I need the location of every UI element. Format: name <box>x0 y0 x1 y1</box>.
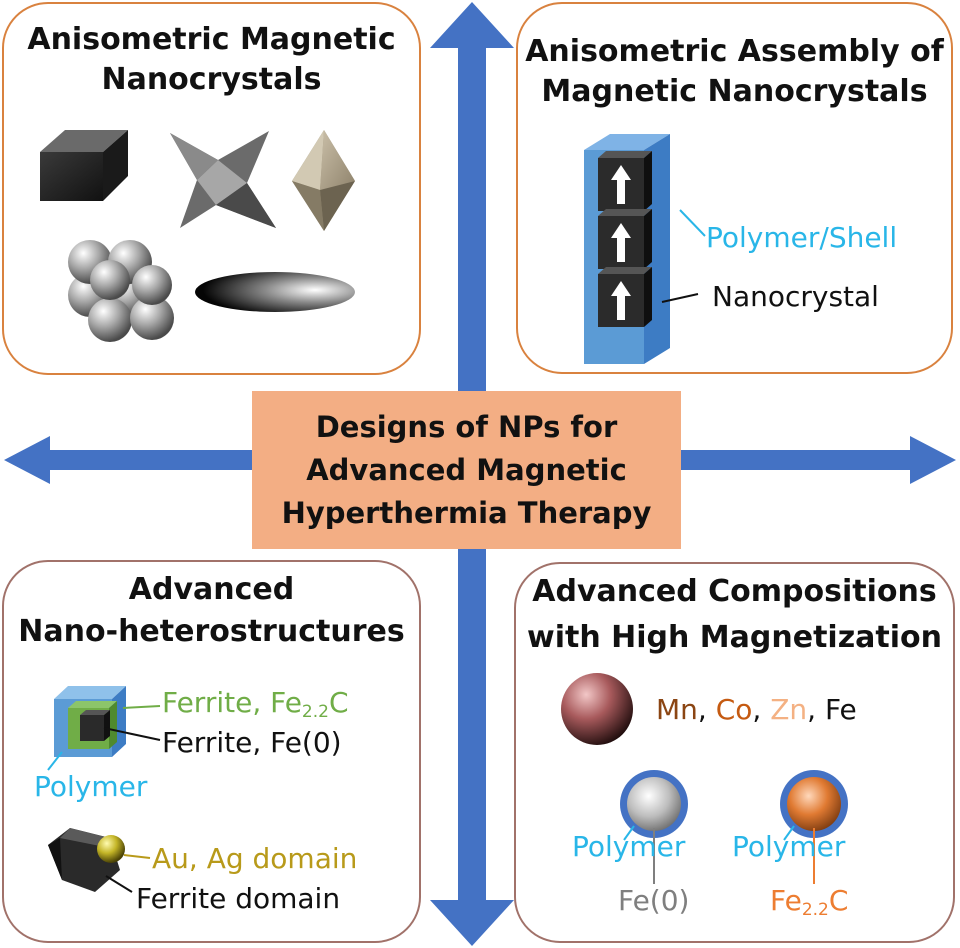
fe-label: , Fe <box>807 693 857 726</box>
magnetization-arrows <box>611 165 631 320</box>
fec-core-label: Fe2.2C <box>770 884 849 920</box>
panel-title-line1: Advanced Compositions <box>532 574 937 609</box>
polymer-right-label: Polymer <box>732 830 846 863</box>
panel-title-line1: Anisometric Magnetic <box>27 22 396 57</box>
polymer-label: Polymer <box>34 770 148 803</box>
cube-stack <box>584 134 706 364</box>
octahedron-shape <box>292 130 355 231</box>
core-shell-cube <box>47 686 161 771</box>
zn-label: Zn <box>770 693 808 726</box>
au-ag-domain-label: Au, Ag domain <box>152 842 358 875</box>
star-shape <box>170 131 276 228</box>
fe-core-shell-sphere <box>620 770 688 884</box>
center-title-line2: Advanced Magnetic <box>306 452 627 487</box>
composition-elements: Mn, Co, Zn, Fe <box>656 693 857 726</box>
nanocrystal-label: Nanocrystal <box>712 280 879 313</box>
co-label: Co <box>715 693 753 726</box>
dimer-shape <box>48 828 151 893</box>
cluster-shape <box>68 240 174 342</box>
fe0-core-label: Fe(0) <box>618 884 690 917</box>
panel-title-line2: Nano-heterostructures <box>18 614 405 649</box>
ferrite-fe0-label: Ferrite, Fe(0) <box>162 726 342 759</box>
center-title-box: Designs of NPs for Advanced Magnetic Hyp… <box>252 391 681 549</box>
polymer-shell-label: Polymer/Shell <box>706 221 898 254</box>
ferrite-fec-label: Ferrite, Fe2.2C <box>162 686 349 722</box>
cube-shape <box>40 130 128 201</box>
polymer-left-label: Polymer <box>572 830 686 863</box>
panel-title-line2: Nanocrystals <box>101 62 322 97</box>
ellipsoid-shape <box>195 272 355 312</box>
panel-title-line1: Anisometric Assembly of <box>525 34 944 69</box>
panel-title-line2: Magnetic Nanocrystals <box>541 74 928 109</box>
center-title-line1: Designs of NPs for <box>315 409 618 444</box>
fec-core-shell-sphere <box>780 770 848 884</box>
mn-co-zn-sphere <box>561 673 633 745</box>
panel-title-line2: with High Magnetization <box>526 620 942 655</box>
panel-advanced-compositions: Advanced Compositions with High Magnetiz… <box>514 562 955 943</box>
center-title-line3: Hyperthermia Therapy <box>281 495 652 530</box>
ferrite-domain-label: Ferrite domain <box>136 882 341 915</box>
mn-label: Mn <box>656 693 698 726</box>
panel-title-line1: Advanced <box>128 572 295 607</box>
